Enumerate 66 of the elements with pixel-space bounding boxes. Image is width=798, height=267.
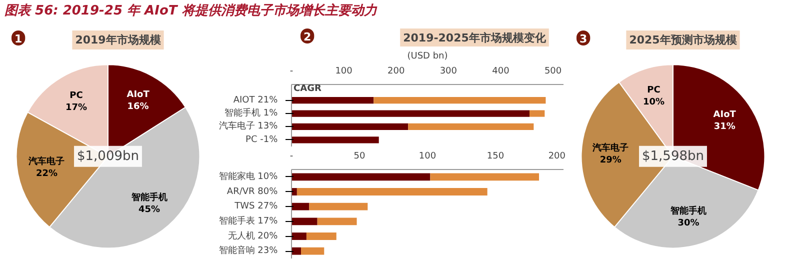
y-tick-label: 智能手表 17%: [218, 215, 278, 226]
slice-label: 智能手机: [670, 206, 707, 217]
slice-label: AIoT: [126, 90, 150, 100]
data-label: 30%: [678, 218, 700, 229]
text: $1,598bn: [642, 148, 704, 164]
y-tick-label: 智能音响 23%: [218, 245, 278, 256]
y-tick-label: 智能手机 1%: [224, 108, 278, 119]
slice-label: 汽车电子: [28, 156, 65, 168]
y-tick-label: 智能家电 10%: [218, 170, 278, 182]
x-tick-label: 400: [492, 66, 510, 76]
x-tick-label: 300: [440, 66, 458, 76]
data-label: 22%: [36, 169, 58, 180]
bar: [292, 202, 310, 210]
bar: [317, 218, 357, 226]
bar: [292, 173, 430, 181]
slice-label: 汽车电子: [592, 142, 629, 154]
x-tick-label: 200: [548, 152, 566, 162]
chart-title: 2019-2025年市场规模变化: [403, 32, 547, 44]
x-tick-label: 150: [486, 152, 504, 162]
bar: [296, 188, 488, 196]
x-tick-label: -: [290, 66, 294, 76]
y-tick-label: AIOT 21%: [233, 95, 278, 106]
bar: [292, 232, 306, 240]
slice-label: AIoT: [713, 110, 737, 120]
bar: [374, 97, 546, 104]
bar: [292, 218, 318, 226]
text: 3: [580, 32, 588, 46]
x-tick-label: 100: [335, 66, 353, 76]
y-tick-label: TWS 27%: [234, 202, 278, 212]
bar: [408, 123, 534, 130]
text: $1,009bn: [77, 148, 139, 164]
x-tick-label: 200: [388, 66, 405, 76]
bar: [292, 123, 408, 130]
x-tick-label: 50: [354, 152, 366, 162]
y-tick-label: 无人机 20%: [228, 230, 278, 242]
x-tick-label: 100: [418, 152, 436, 162]
x-tick-label: 500: [544, 66, 562, 76]
bar: [430, 173, 540, 181]
slice-label: 智能手机: [130, 192, 168, 203]
y-tick-label: PC -1%: [246, 134, 278, 145]
bar: [292, 247, 302, 255]
data-label: 45%: [138, 204, 160, 215]
bar: [292, 110, 530, 117]
bar: [530, 110, 545, 117]
slice-label: PC: [647, 85, 661, 96]
chart-title: 2019年市场规模: [75, 34, 162, 46]
text: 1: [14, 32, 22, 46]
data-label: 16%: [127, 102, 149, 112]
data-label: 31%: [714, 122, 736, 132]
bar: [306, 232, 336, 240]
y-tick-label: 汽车电子 13%: [218, 120, 278, 132]
slice-label: PC: [70, 91, 84, 102]
bar: [301, 247, 324, 255]
bar: [309, 202, 368, 210]
data-label: 29%: [600, 155, 622, 166]
x-tick-label: -: [290, 152, 294, 162]
bar: [292, 136, 379, 144]
x-axis-title: (USD bn): [407, 52, 448, 62]
y-tick-label: AR/VR 80%: [226, 186, 278, 197]
annotation: CAGR: [294, 84, 322, 94]
data-label: 10%: [642, 97, 664, 108]
data-label: 17%: [65, 103, 88, 114]
text: 图表 56: 2019-25 年 AIoT 将提供消费电子市场增长主要动力: [4, 2, 378, 18]
chart-title: 2025年预测市场规模: [629, 34, 738, 46]
text: 2: [304, 30, 312, 44]
bar: [292, 97, 374, 104]
